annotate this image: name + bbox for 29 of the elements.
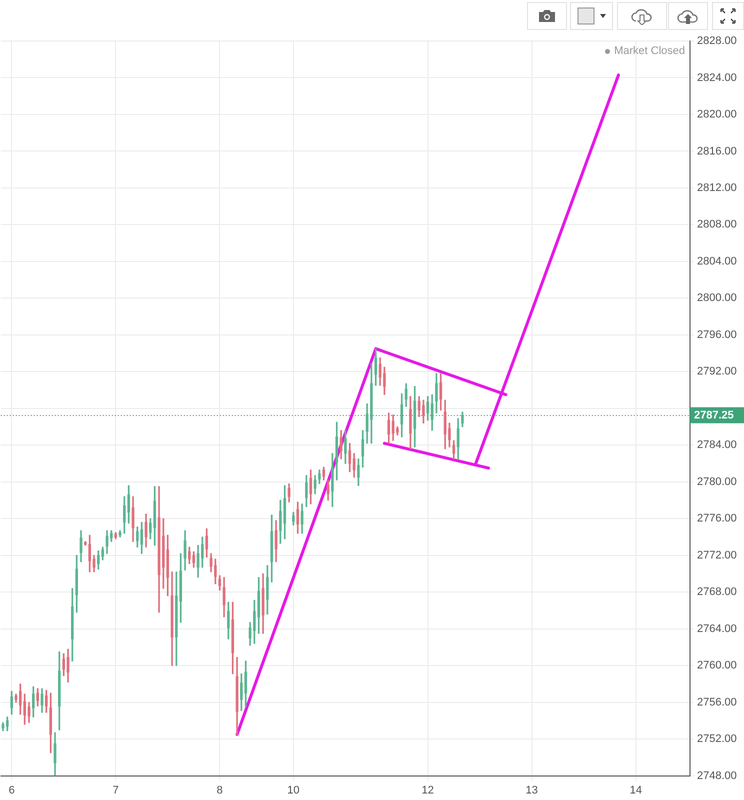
y-tick-label: 2764.00 (697, 622, 737, 635)
y-tick-label: 2780.00 (697, 476, 737, 488)
y-tick-label: 2808.00 (697, 218, 737, 231)
x-tick-label: 13 (526, 784, 538, 796)
y-tick-label: 2752.00 (697, 733, 737, 746)
y-tick-label: 2756.00 (697, 696, 737, 708)
y-tick-label: 2772.00 (697, 549, 737, 562)
x-tick-label: 6 (8, 784, 15, 796)
ref-line-label: 2787.25 (694, 409, 734, 422)
y-tick-label: 2792.00 (697, 366, 737, 378)
y-tick-label: 2748.00 (697, 770, 737, 782)
x-tick-label: 10 (287, 784, 300, 796)
x-tick-label: 8 (216, 784, 223, 796)
y-tick-label: 2760.00 (697, 660, 737, 672)
y-tick-label: 2816.00 (697, 145, 737, 158)
y-tick-label: 2800.00 (697, 292, 737, 304)
x-tick-label: 7 (112, 784, 119, 796)
x-tick-label: 12 (422, 784, 434, 796)
y-tick-label: 2796.00 (697, 328, 737, 341)
y-tick-label: 2776.00 (697, 512, 737, 525)
y-tick-label: 2812.00 (697, 182, 737, 194)
y-tick-label: 2824.00 (697, 72, 737, 84)
y-tick-label: 2820.00 (697, 108, 737, 121)
annotation: Market Closed (614, 44, 685, 58)
y-tick-label: 2784.00 (697, 439, 737, 452)
y-tick-label: 2768.00 (697, 586, 737, 598)
x-tick-label: 14 (630, 784, 642, 796)
y-tick-label: 2804.00 (697, 255, 737, 268)
y-tick-label: 2828.00 (697, 35, 737, 48)
